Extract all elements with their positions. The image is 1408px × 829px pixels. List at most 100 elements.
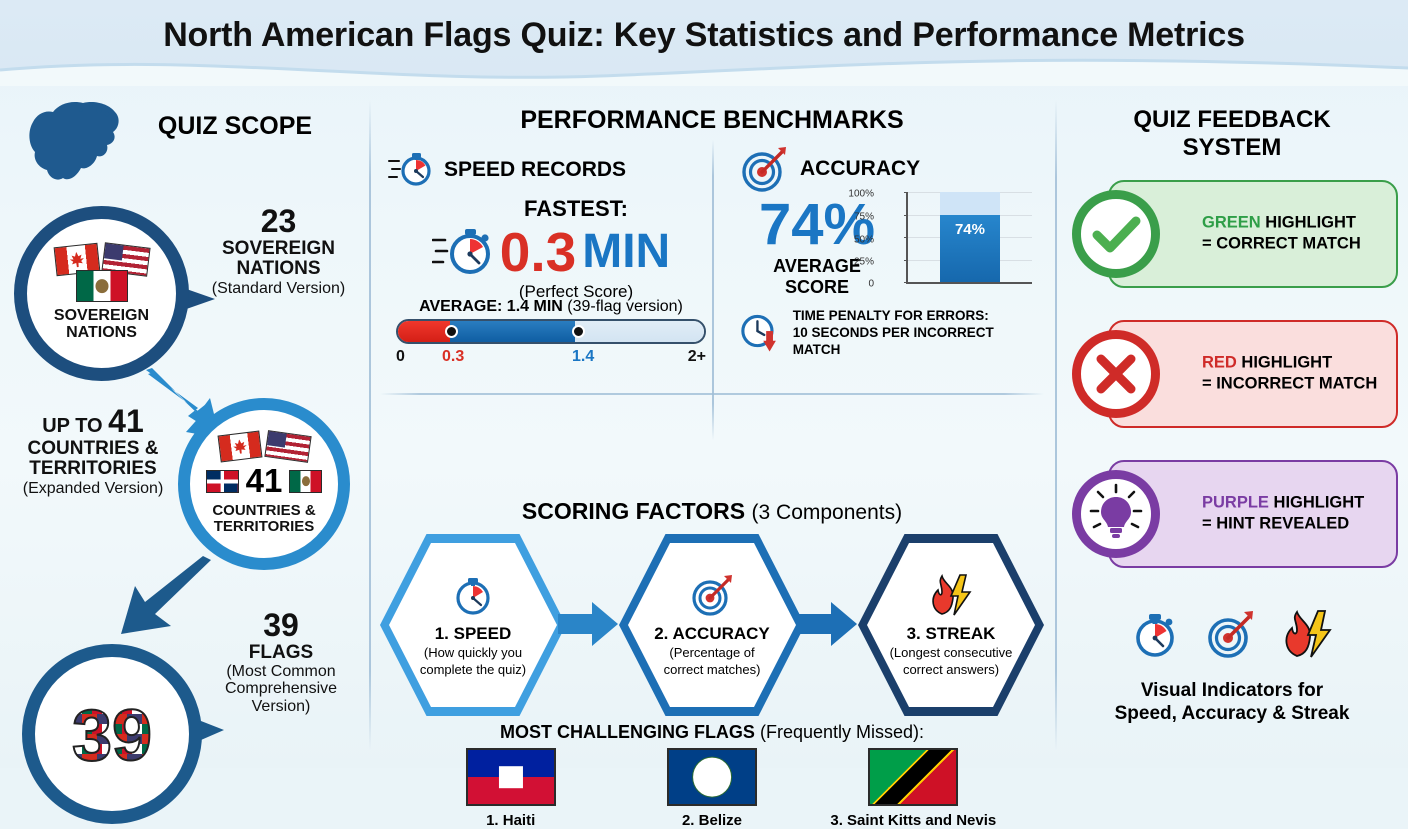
slider-segment-slow	[575, 321, 704, 342]
flags-sub-2: Comprehensive	[224, 680, 338, 698]
sovereign-nations-sub: (Standard Version)	[211, 279, 346, 297]
fastest-note: (Perfect Score)	[518, 282, 634, 301]
time-penalty-line1: TIME PENALTY FOR ERRORS:	[792, 308, 989, 323]
feedback-card-correct-text: GREEN HIGHLIGHT = CORRECT MATCH	[1202, 213, 1361, 256]
feedback-line2-purple: = HINT REVEALED	[1202, 515, 1350, 533]
scoring-factor-streak[interactable]: 3. STREAK (Longest consecutive correct a…	[858, 534, 1044, 716]
quiz-scope-column: QUIZ SCOPE SOVEREIGN NATIONS	[0, 86, 370, 824]
speed-records-heading: SPEED RECORDS	[388, 148, 712, 192]
stopwatch-icon	[1136, 614, 1174, 657]
mexico-flag-icon	[75, 270, 128, 303]
bubble-countries-territories: 41 COUNTRIES & TERRITORIES	[178, 398, 350, 570]
challenging-flags-label: MOST CHALLENGING FLAGS	[499, 722, 755, 742]
quiz-feedback-column: QUIZ FEEDBACK SYSTEM GREEN HIGHLIGHT = C…	[1056, 86, 1408, 768]
scoring-factor-accuracy[interactable]: 2. ACCURACY (Percentage of correct match…	[619, 534, 805, 716]
flags-label: FLAGS	[248, 641, 314, 663]
chart-ytick-0: 0	[868, 278, 874, 290]
check-circle-icon	[1072, 190, 1160, 278]
label-sovereign-nations: 23 SOVEREIGN NATIONS (Standard Version)	[196, 204, 361, 297]
feedback-keyword-green: GREEN	[1202, 213, 1261, 232]
scoring-factor-1-title: 1. SPEED	[434, 624, 512, 644]
scoring-factor-2-title: 2. ACCURACY	[654, 624, 770, 644]
performance-benchmarks-column: PERFORMANCE BENCHMARKS SPEED RECORDS FAS…	[370, 86, 1054, 829]
slider-knob-average[interactable]	[572, 325, 585, 338]
usa-flag-icon	[263, 430, 312, 464]
belize-flag-icon	[666, 748, 757, 806]
scale-label-fastest: 0.3	[442, 348, 465, 365]
chart-bar-fill: 74%	[940, 215, 1000, 282]
feedback-card-incorrect[interactable]: RED HIGHLIGHT = INCORRECT MATCH	[1072, 320, 1398, 428]
bubble-2-caption-line1: COUNTRIES &	[212, 502, 316, 520]
scale-label-average: 1.4	[572, 348, 595, 365]
stopwatch-icon	[388, 153, 431, 186]
mexico-flag-icon	[289, 469, 323, 493]
visual-indicators-icons	[1056, 608, 1408, 660]
accuracy-average-value: 74%	[758, 192, 876, 257]
fire-bolt-icon	[932, 574, 972, 616]
arrow-to-bubble-3	[121, 556, 211, 634]
page-title: North American Flags Quiz: Key Statistic…	[163, 16, 1245, 54]
feedback-card-correct[interactable]: GREEN HIGHLIGHT = CORRECT MATCH	[1072, 180, 1398, 288]
flags-sub-3: Version)	[251, 697, 311, 715]
divider-left-middle	[369, 100, 371, 750]
scoring-factor-1-desc-1: (How quickly you	[423, 645, 523, 661]
countries-sub: (Expanded Version)	[22, 479, 164, 497]
scoring-factors-title: SCORING FACTORS (3 Components)	[370, 498, 1054, 525]
bubble-2-caption-line2: TERRITORIES	[213, 518, 315, 535]
fire-bolt-icon	[1285, 610, 1332, 658]
fastest-time-unit: MIN	[582, 225, 671, 278]
countries-label-2: TERRITORIES	[29, 458, 157, 480]
label-39-flags: 39 FLAGS (Most Common Comprehensive Vers…	[198, 608, 364, 715]
feedback-line2-red: = INCORRECT MATCH	[1202, 375, 1378, 393]
scoring-factor-speed[interactable]: 1. SPEED (How quickly you complete the q…	[380, 534, 566, 716]
average-time-note: (39-flag version)	[567, 298, 683, 315]
lightbulb-icon	[1072, 470, 1160, 558]
average-time-line: AVERAGE: 1.4 MIN (39-flag version)	[384, 298, 718, 316]
accuracy-average-block: 74% AVERAGE SCORE	[742, 196, 892, 298]
challenging-flags-title: MOST CHALLENGING FLAGS (Frequently Misse…	[370, 722, 1054, 743]
arrow-speed-to-accuracy	[558, 602, 618, 646]
saint-kitts-and-nevis-flag-icon	[868, 748, 959, 806]
bubble-2-number-row: 41	[205, 462, 323, 500]
time-penalty-text: TIME PENALTY FOR ERRORS: 10 SECONDS PER …	[793, 308, 1038, 359]
countries-territories-bubble-number: 41	[245, 462, 283, 500]
scoring-factor-2-desc-1: (Percentage of	[669, 645, 755, 661]
bubble-sovereign-nations: SOVEREIGN NATIONS	[14, 206, 189, 381]
stopwatch-icon	[456, 578, 490, 615]
feedback-rest-red: HIGHLIGHT	[1236, 353, 1333, 372]
slider-knob-fastest[interactable]	[445, 325, 458, 338]
sovereign-nations-label-2: NATIONS	[236, 258, 321, 280]
svg-text:39: 39	[72, 696, 152, 774]
challenging-flags-row: 1. Haiti 2. Belize 3. Saint Kitts and Ne…	[410, 748, 1014, 829]
speed-scale-slider[interactable]	[396, 319, 706, 344]
chart-ytick-100: 100%	[848, 188, 874, 200]
fastest-time-value: 0.3	[499, 220, 577, 283]
challenging-flag-2-caption: 2. Belize	[681, 812, 742, 829]
stopwatch-icon	[431, 229, 490, 274]
challenging-flags-sub: (Frequently Missed):	[759, 722, 925, 742]
scoring-factor-3-desc-2: correct answers)	[902, 662, 1000, 677]
clock-down-icon	[741, 315, 776, 352]
scoring-factor-3-desc-1: (Longest consecutive	[889, 645, 1013, 661]
challenging-flag-item: 2. Belize	[627, 748, 797, 829]
chart-bar: 74%	[940, 192, 1000, 282]
quiz-feedback-title-line1: QUIZ FEEDBACK	[1133, 106, 1331, 133]
speed-records-label: SPEED RECORDS	[444, 158, 627, 181]
visual-indicators-caption-line1: Visual Indicators for	[1140, 680, 1324, 701]
challenging-flag-3-caption: 3. Saint Kitts and Nevis	[830, 812, 997, 829]
challenging-flag-item: 3. Saint Kitts and Nevis	[828, 748, 998, 829]
sovereign-nations-count: 23	[260, 203, 297, 239]
countries-label-1: COUNTRIES &	[27, 437, 159, 459]
countries-prefix: UP TO	[42, 415, 103, 437]
infographic-root: North American Flags Quiz: Key Statistic…	[0, 0, 1408, 768]
slider-segment-average	[450, 321, 576, 342]
feedback-card-hint[interactable]: PURPLE HIGHLIGHT = HINT REVEALED	[1072, 460, 1398, 568]
dominican-republic-flag-icon	[205, 469, 239, 493]
challenging-flag-item: 1. Haiti	[426, 748, 596, 829]
scoring-factors-row: 1. SPEED (How quickly you complete the q…	[380, 534, 1044, 716]
feedback-rest-purple: HIGHLIGHT	[1268, 493, 1365, 512]
feedback-card-hint-text: PURPLE HIGHLIGHT = HINT REVEALED	[1202, 493, 1364, 536]
fastest-label: FASTEST:	[524, 196, 628, 221]
bubble-1-caption-line2: NATIONS	[66, 324, 137, 341]
scoring-factors-sub: (3 Components)	[751, 501, 903, 524]
